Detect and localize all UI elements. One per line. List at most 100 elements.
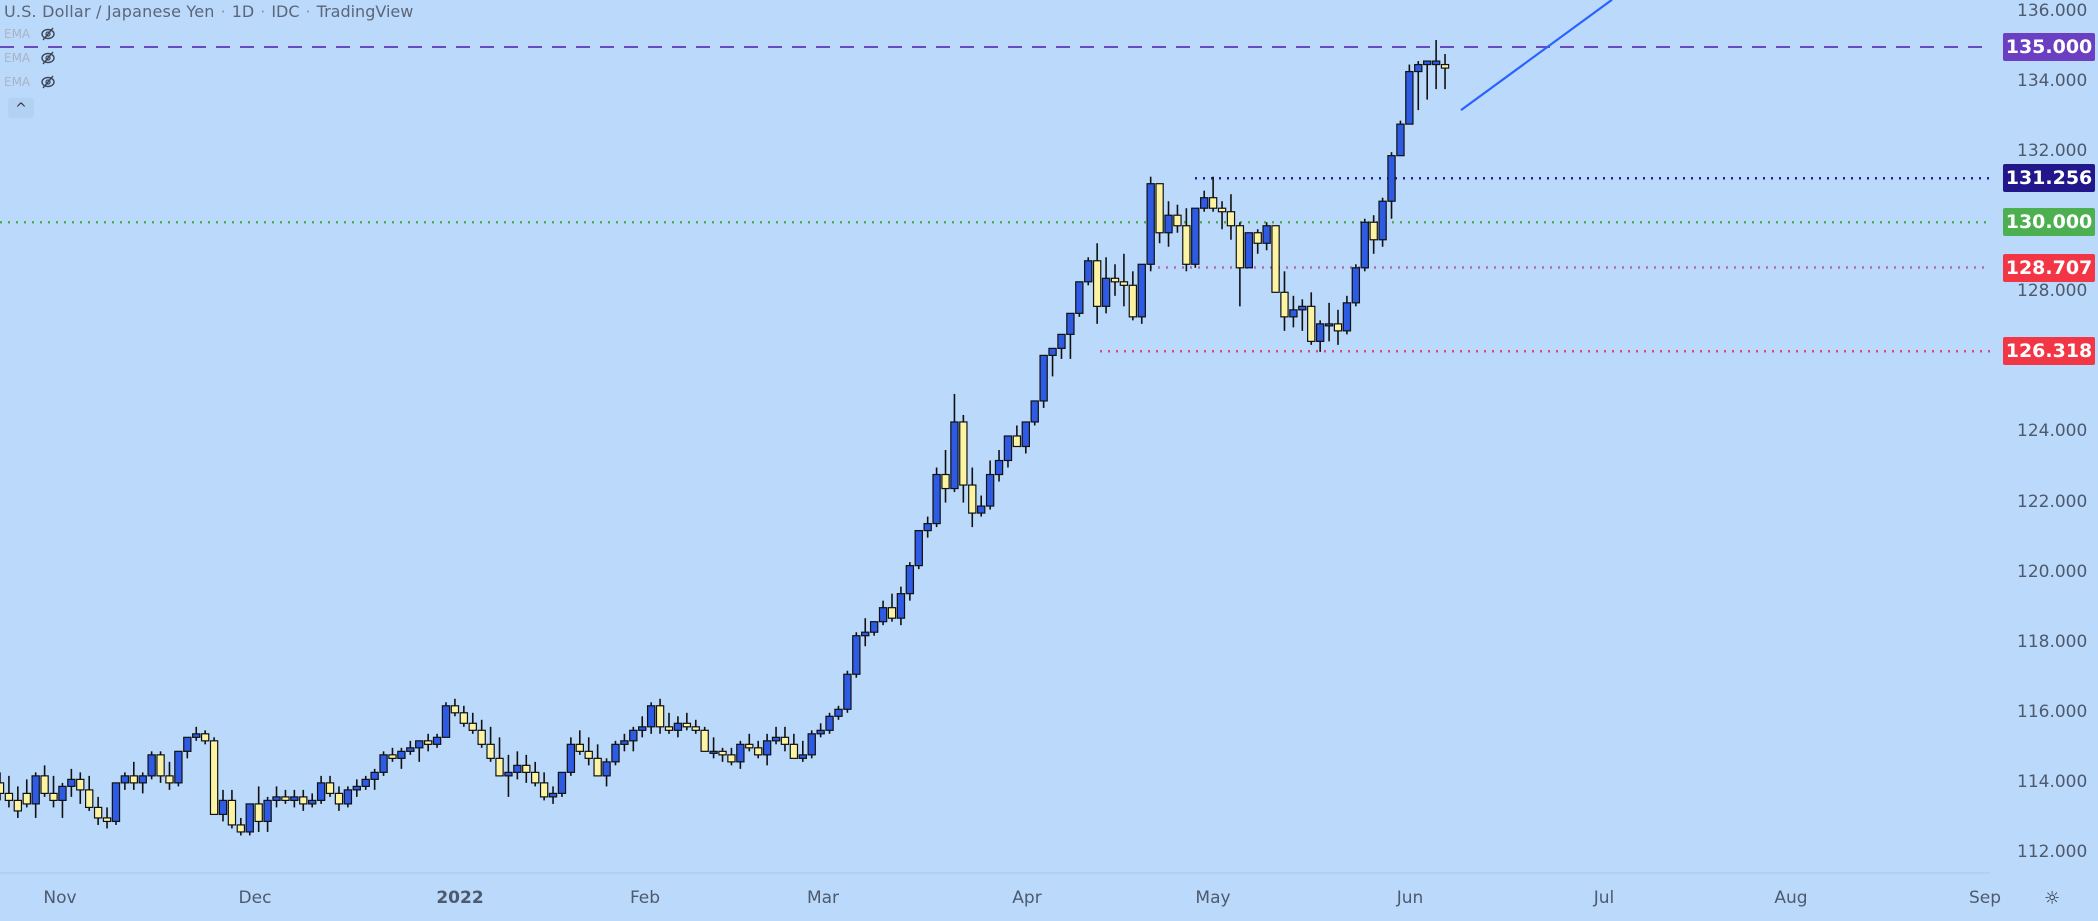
candle[interactable] <box>316 775 326 804</box>
collapse-legend-button[interactable]: ^ <box>8 98 34 118</box>
candle[interactable] <box>1039 354 1048 408</box>
candle[interactable] <box>905 562 915 601</box>
candle[interactable] <box>655 698 665 734</box>
candle[interactable] <box>1431 40 1441 90</box>
candle[interactable] <box>762 733 772 766</box>
candle[interactable] <box>397 747 406 769</box>
candle[interactable] <box>49 775 58 808</box>
candle[interactable] <box>861 618 870 647</box>
candle[interactable] <box>887 593 897 622</box>
candle[interactable] <box>423 733 433 752</box>
candle[interactable] <box>941 450 950 503</box>
candle[interactable] <box>539 772 549 801</box>
candle[interactable] <box>227 789 237 829</box>
candle[interactable] <box>4 775 14 808</box>
candle[interactable] <box>415 740 424 762</box>
candle[interactable] <box>602 758 611 787</box>
candle[interactable] <box>736 740 745 769</box>
candle[interactable] <box>236 817 246 836</box>
eye-off-icon[interactable] <box>40 51 56 65</box>
candle[interactable] <box>1235 222 1245 307</box>
candle[interactable] <box>816 723 825 738</box>
candle[interactable] <box>1307 292 1316 345</box>
candle[interactable] <box>1030 400 1039 426</box>
candle[interactable] <box>825 712 834 734</box>
candle[interactable] <box>745 733 754 752</box>
candle[interactable] <box>1280 271 1289 331</box>
candle[interactable] <box>1262 222 1271 251</box>
candle[interactable] <box>379 751 388 776</box>
candle[interactable] <box>13 786 23 818</box>
candle[interactable] <box>700 726 709 752</box>
candle[interactable] <box>1387 152 1396 219</box>
symbol-title[interactable]: U.S. Dollar / Japanese Yen <box>4 2 215 21</box>
candle[interactable] <box>1369 215 1378 254</box>
candle[interactable] <box>486 726 495 762</box>
candle[interactable] <box>450 698 460 717</box>
candle[interactable] <box>76 772 85 804</box>
candle[interactable] <box>976 495 986 517</box>
candle[interactable] <box>664 712 674 734</box>
candle[interactable] <box>753 740 763 759</box>
candle[interactable] <box>557 771 567 797</box>
candle[interactable] <box>1101 257 1111 314</box>
candle[interactable] <box>593 744 602 777</box>
candle[interactable] <box>84 775 94 811</box>
candle[interactable] <box>1075 281 1084 317</box>
candle[interactable] <box>1315 320 1325 352</box>
candle[interactable] <box>1271 225 1280 293</box>
candle[interactable] <box>896 586 906 626</box>
candle[interactable] <box>1003 435 1013 468</box>
candle[interactable] <box>1128 271 1138 321</box>
candle[interactable] <box>192 726 201 741</box>
candle[interactable] <box>548 786 558 804</box>
candle[interactable] <box>691 719 700 734</box>
candle[interactable] <box>343 786 353 808</box>
candle[interactable] <box>477 719 486 748</box>
candle[interactable] <box>1208 176 1218 212</box>
candle[interactable] <box>852 632 861 678</box>
candle[interactable] <box>334 786 344 811</box>
candle[interactable] <box>1289 295 1298 328</box>
candle[interactable] <box>1396 120 1405 157</box>
candle[interactable] <box>914 529 923 570</box>
candle[interactable] <box>218 789 228 822</box>
candle[interactable] <box>138 772 147 794</box>
candle[interactable] <box>1137 263 1146 324</box>
candle[interactable] <box>566 737 576 776</box>
candle[interactable] <box>1253 229 1262 254</box>
candle[interactable] <box>495 737 504 777</box>
candle[interactable] <box>102 807 112 829</box>
candle[interactable] <box>1057 333 1066 359</box>
candle[interactable] <box>432 733 442 748</box>
candle[interactable] <box>1048 347 1057 377</box>
candle[interactable] <box>1084 257 1093 286</box>
indicator-ema-3[interactable]: EMA <box>4 75 56 89</box>
indicator-ema-1[interactable]: EMA <box>4 27 56 41</box>
candle[interactable] <box>468 712 477 734</box>
candle[interactable] <box>388 747 397 762</box>
candle[interactable] <box>522 754 531 783</box>
candle[interactable] <box>1422 60 1432 100</box>
candle[interactable] <box>254 786 263 832</box>
candle[interactable] <box>263 796 272 832</box>
candle[interactable] <box>299 789 308 811</box>
candle[interactable] <box>1244 232 1253 269</box>
candle[interactable] <box>1226 194 1236 240</box>
eye-off-icon[interactable] <box>40 75 56 89</box>
candle[interactable] <box>923 516 932 538</box>
candle[interactable] <box>575 730 585 755</box>
candle[interactable] <box>1324 302 1334 342</box>
candle[interactable] <box>40 765 49 797</box>
candle[interactable] <box>352 779 362 797</box>
candle[interactable] <box>994 450 1004 482</box>
candle[interactable] <box>174 750 183 787</box>
candle[interactable] <box>1164 201 1173 247</box>
candle[interactable] <box>584 737 593 766</box>
candle[interactable] <box>1440 54 1450 90</box>
candle[interactable] <box>1217 201 1227 230</box>
candle[interactable] <box>950 393 959 493</box>
candle[interactable] <box>1173 204 1182 233</box>
candle[interactable] <box>1066 312 1075 359</box>
